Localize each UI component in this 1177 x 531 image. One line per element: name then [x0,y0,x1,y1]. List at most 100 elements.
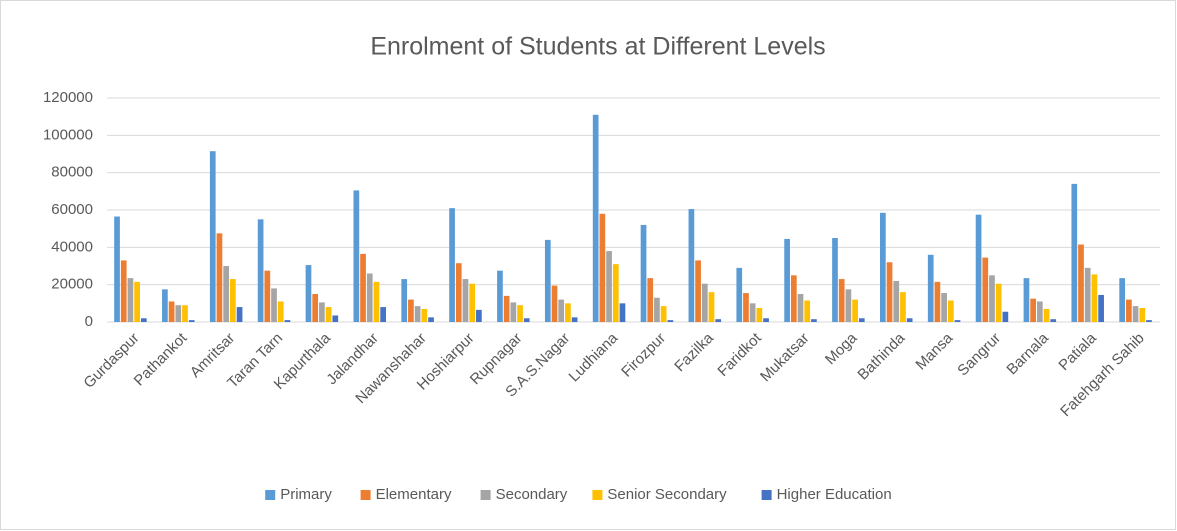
bar [797,294,804,322]
bar [469,283,476,322]
bar [995,283,1002,322]
bar [1084,267,1091,322]
bar [1036,301,1043,322]
y-tick-label: 80000 [51,164,93,181]
bar [667,320,674,322]
bar [168,301,175,322]
bar [804,300,811,322]
bar [236,307,243,322]
bar [175,305,182,322]
bar [449,208,455,322]
bar [277,301,284,322]
bar [140,318,147,322]
bar [736,267,743,322]
legend-label: Elementary [376,486,452,503]
bar [688,209,695,322]
bar [517,305,523,322]
bar [421,308,428,322]
bar [715,319,722,322]
bar [654,297,660,322]
bar [503,295,510,322]
y-tick-label: 120000 [43,89,93,106]
bar [989,275,995,322]
bar [756,308,763,322]
bar [1132,306,1139,322]
bar [1119,278,1126,322]
bar [619,303,626,322]
bar [708,292,715,322]
y-tick-label: 40000 [51,238,93,255]
bar [162,289,168,322]
bar [462,279,469,322]
bar [401,279,408,322]
bar [319,302,325,322]
y-tick-label: 100000 [43,126,93,143]
bar [127,278,134,322]
y-tick-label: 0 [85,313,93,330]
bar [332,315,339,322]
legend-swatch [761,490,772,500]
bar [455,263,462,322]
bar [571,317,578,322]
bar [927,254,934,322]
bar [975,214,982,322]
bar [1023,278,1030,322]
bar [695,260,701,322]
bar [523,318,530,322]
bar [230,279,236,322]
legend-label: Higher Education [777,486,892,503]
legend-swatch [480,490,491,500]
legend-label: Secondary [496,486,568,503]
bar [305,265,312,322]
bar [647,278,654,322]
bar [1030,298,1036,322]
bar [209,151,216,322]
bar [497,270,503,322]
bar [223,266,230,322]
legend-label: Primary [280,486,332,503]
bar [428,317,434,322]
bar [414,306,421,322]
bar [1139,308,1146,322]
bar [1078,244,1084,322]
y-tick-label: 60000 [51,201,93,218]
chart-title: Enrolment of Students at Different Level… [370,33,825,61]
bar [763,318,769,322]
bar [510,302,517,322]
bar [312,294,319,322]
bar [845,289,852,322]
bar [592,114,599,322]
bar [879,212,886,322]
bar [784,238,790,322]
bar [558,299,565,322]
bar [852,299,858,322]
bar [353,190,360,322]
bar [838,279,845,322]
bar [373,281,380,322]
bar [257,219,264,322]
bar [216,233,223,322]
legend-swatch [592,490,603,500]
bar [599,213,606,322]
bar [1071,183,1078,322]
bar [120,260,127,322]
bar [1098,294,1104,322]
bar [565,303,571,322]
bar [906,318,913,322]
bar [366,273,373,322]
bar [612,264,619,322]
bar [954,320,961,322]
bar [188,320,195,322]
bar [1043,308,1050,322]
bar [947,300,954,322]
bar [858,318,865,322]
bar [551,285,558,322]
bar [476,309,482,322]
bar [1126,299,1132,322]
bar [982,257,989,322]
bar [380,307,387,322]
legend-label: Senior Secondary [607,486,727,503]
bar [743,293,749,322]
